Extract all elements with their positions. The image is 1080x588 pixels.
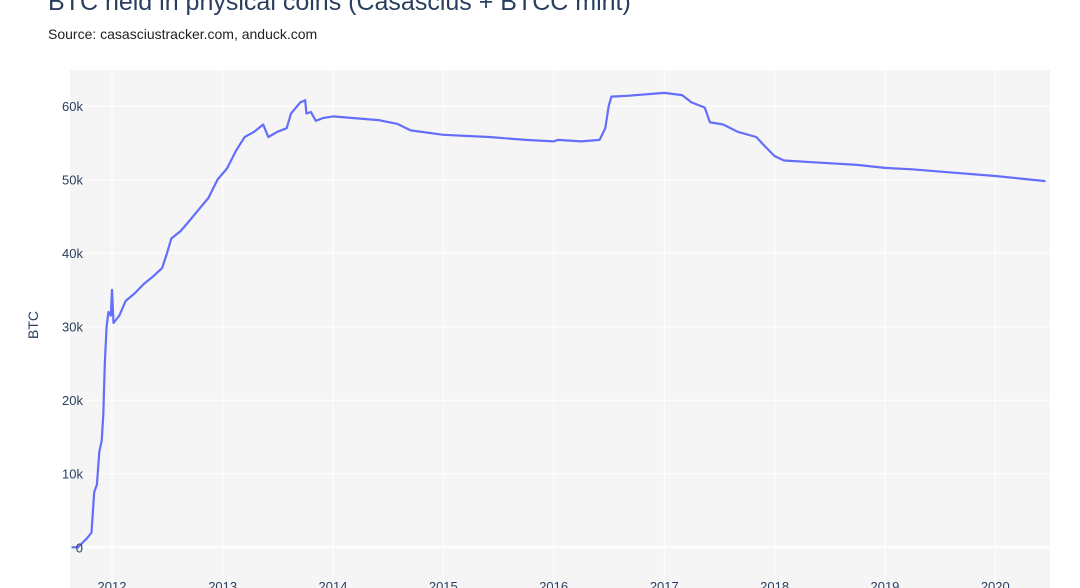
- y-tick-label: 20k: [62, 393, 83, 408]
- x-tick-label: 2019: [870, 579, 899, 588]
- y-tick-label: 30k: [62, 320, 83, 335]
- y-tick-label: 10k: [62, 467, 83, 482]
- x-axis-ticks: 2012 2013 2014 2015 2016 2017 2018 2019 2020: [98, 579, 1010, 588]
- grid-lines: [70, 70, 1050, 588]
- x-tick-label: 2015: [429, 579, 458, 588]
- plot-area-background: [70, 70, 1050, 588]
- series-line: [71, 91, 1046, 549]
- chart-title: BTC held in physical coins (Casascius + …: [48, 0, 631, 16]
- chart-subtitle: Source: casasciustracker.com, anduck.com: [48, 26, 318, 42]
- x-tick-label: 2020: [981, 579, 1010, 588]
- x-tick-label: 2018: [760, 579, 789, 588]
- x-tick-label: 2014: [319, 579, 348, 588]
- y-axis-title: BTC: [25, 311, 41, 339]
- y-tick-label: 50k: [62, 173, 83, 188]
- x-tick-label: 2013: [208, 579, 237, 588]
- x-tick-label: 2017: [650, 579, 679, 588]
- series-layer: [71, 91, 1046, 549]
- y-tick-label: 0: [76, 540, 83, 555]
- x-tick-label: 2016: [539, 579, 568, 588]
- y-axis-ticks: 0 10k 20k 30k 40k 50k 60k: [62, 99, 83, 555]
- x-tick-label: 2012: [98, 579, 127, 588]
- y-tick-label: 60k: [62, 99, 83, 114]
- y-tick-label: 40k: [62, 246, 83, 261]
